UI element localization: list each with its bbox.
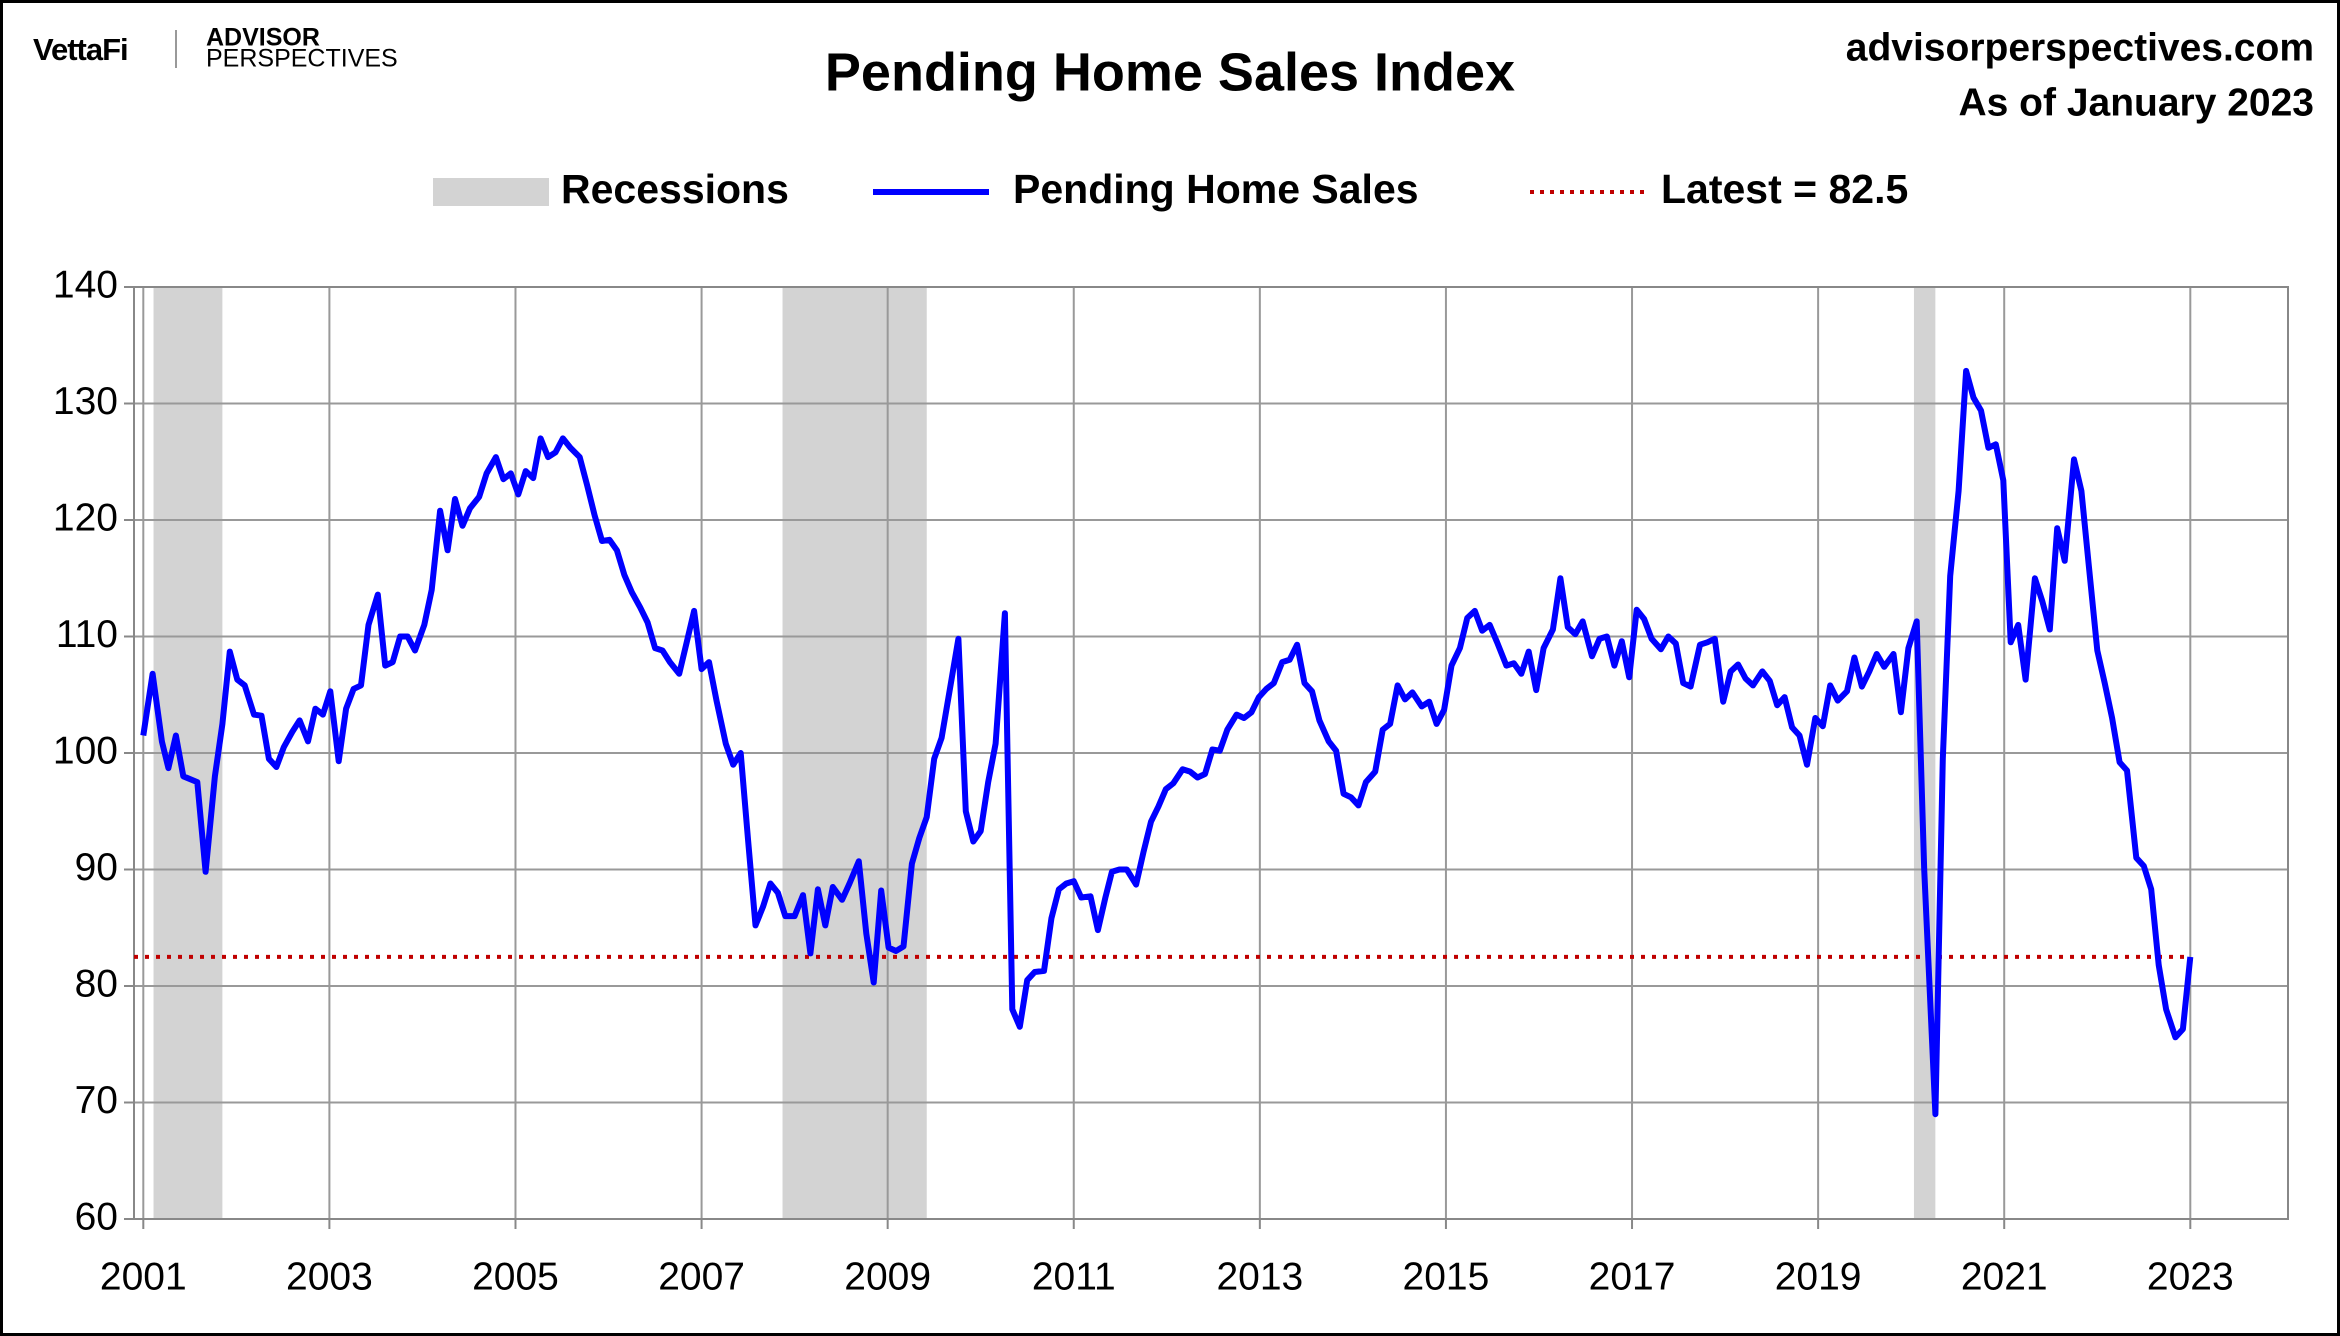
x-tick-label: 2001	[100, 1255, 187, 1298]
source: advisorperspectives.com	[1846, 26, 2314, 69]
x-tick-label: 2017	[1589, 1255, 1676, 1298]
y-tick-label: 70	[75, 1079, 118, 1122]
y-tick-label: 80	[75, 962, 118, 1005]
legend-label: Pending Home Sales	[1013, 166, 1419, 212]
x-tick-label: 2005	[472, 1255, 559, 1298]
note: As of January 2023	[1958, 81, 2314, 124]
y-tick-label: 120	[53, 496, 118, 539]
y-tick-label: 130	[53, 380, 118, 423]
x-tick-label: 2009	[844, 1255, 931, 1298]
legend-label: Recessions	[561, 166, 789, 212]
legend-swatch	[433, 178, 549, 206]
chart-title: Pending Home Sales Index	[825, 42, 1515, 102]
legend-label: Latest = 82.5	[1661, 166, 1908, 212]
x-tick-label: 2007	[658, 1255, 745, 1298]
x-tick-label: 2015	[1403, 1255, 1490, 1298]
y-tick-label: 60	[75, 1195, 118, 1238]
y-tick-label: 110	[56, 613, 118, 656]
y-tick-label: 140	[53, 263, 118, 306]
x-tick-label: 2019	[1775, 1255, 1862, 1298]
logo-brand: VettaFi	[33, 32, 128, 67]
series-line	[140, 367, 2194, 1118]
logo-line2: PERSPECTIVES	[206, 45, 398, 73]
x-tick-label: 2023	[2147, 1255, 2234, 1298]
y-tick-label: 100	[53, 729, 118, 772]
x-tick-label: 2021	[1961, 1255, 2048, 1298]
logo-line1: ADVISOR	[206, 24, 320, 52]
plot-frame	[133, 286, 2289, 1220]
x-tick-label: 2013	[1216, 1255, 1303, 1298]
y-tick-label: 90	[75, 846, 118, 889]
x-tick-label: 2003	[286, 1255, 373, 1298]
x-tick-label: 2011	[1032, 1255, 1116, 1298]
